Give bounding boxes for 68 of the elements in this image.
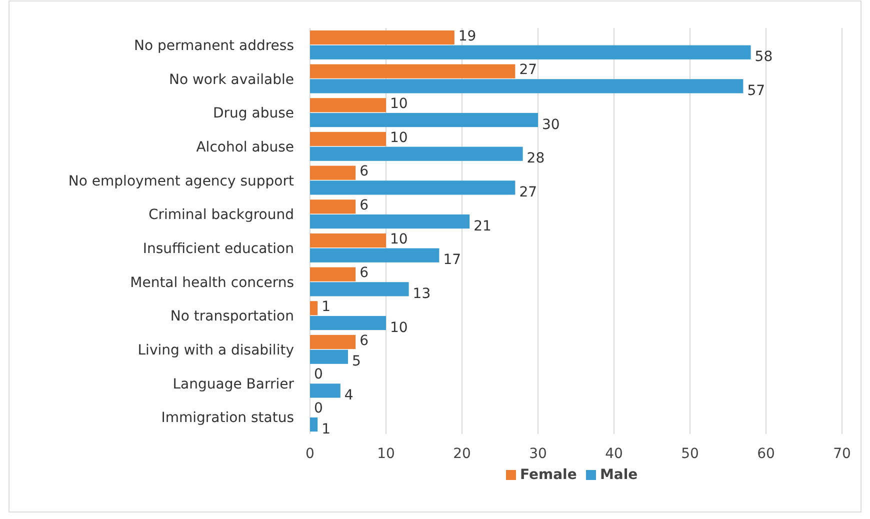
bar bbox=[310, 98, 386, 112]
data-label: 1 bbox=[322, 421, 331, 438]
data-label: 10 bbox=[390, 96, 408, 112]
x-tick-label: 60 bbox=[757, 446, 775, 462]
bar bbox=[310, 350, 348, 364]
y-tick-label: Criminal background bbox=[148, 207, 294, 224]
data-label: 17 bbox=[443, 252, 462, 268]
bar bbox=[310, 334, 356, 350]
y-tick-label: Alcohol abuse bbox=[196, 139, 294, 156]
x-tick-label: 0 bbox=[306, 446, 314, 462]
y-tick-label: No transportation bbox=[170, 308, 294, 325]
y-tick-label: Mental health concerns bbox=[130, 274, 294, 291]
bar bbox=[310, 200, 356, 214]
data-label: 6 bbox=[360, 332, 369, 349]
y-tick-label: Language Barrier bbox=[172, 376, 294, 392]
data-label: 27 bbox=[519, 184, 538, 201]
y-tick-label: No permanent address bbox=[134, 38, 294, 54]
bar bbox=[310, 384, 340, 398]
bar bbox=[310, 146, 523, 161]
y-tick-label: Insufficient education bbox=[142, 240, 294, 257]
data-label: 5 bbox=[352, 354, 361, 370]
data-label: 13 bbox=[412, 286, 431, 302]
data-label: 0 bbox=[314, 366, 323, 383]
data-label: 58 bbox=[754, 49, 773, 66]
bar bbox=[310, 64, 516, 78]
bar bbox=[310, 301, 318, 316]
bar bbox=[310, 180, 516, 195]
x-tick-label: 40 bbox=[605, 446, 623, 462]
data-label: 6 bbox=[360, 164, 369, 180]
bar bbox=[310, 132, 386, 146]
x-tick-label: 70 bbox=[833, 446, 851, 462]
x-tick-label: 50 bbox=[681, 446, 699, 462]
bar bbox=[310, 166, 356, 180]
y-tick-label: Drug abuse bbox=[213, 106, 294, 122]
data-label: 0 bbox=[314, 400, 323, 416]
data-label: 10 bbox=[390, 130, 408, 146]
bar bbox=[310, 30, 454, 45]
y-tick-label: Living with a disability bbox=[138, 342, 294, 358]
y-tick-label: No employment agency support bbox=[68, 173, 294, 190]
data-label: 1 bbox=[322, 298, 331, 315]
data-label: 4 bbox=[344, 388, 354, 404]
bar bbox=[310, 282, 409, 296]
bar bbox=[310, 79, 744, 94]
x-tick-label: 10 bbox=[377, 446, 395, 462]
data-label: 10 bbox=[390, 231, 408, 248]
data-label: 27 bbox=[519, 62, 538, 78]
data-label: 21 bbox=[474, 218, 492, 234]
bar bbox=[310, 267, 356, 282]
data-label: 28 bbox=[526, 150, 545, 167]
bar bbox=[310, 248, 440, 262]
legend-label: Female bbox=[520, 467, 577, 483]
bar bbox=[310, 45, 751, 60]
data-label: 30 bbox=[542, 116, 560, 133]
y-tick-label: Immigration status bbox=[161, 410, 294, 426]
bar bbox=[310, 233, 386, 248]
bar bbox=[310, 316, 386, 330]
data-label: 10 bbox=[390, 320, 408, 336]
bar bbox=[310, 214, 470, 229]
data-label: 6 bbox=[360, 265, 369, 282]
data-label: 6 bbox=[360, 197, 369, 214]
bar bbox=[310, 112, 538, 128]
y-tick-label: No work available bbox=[168, 72, 294, 88]
data-label: 19 bbox=[458, 28, 476, 44]
x-tick-label: 30 bbox=[529, 446, 547, 462]
bar bbox=[310, 417, 318, 432]
legend-label: Male bbox=[600, 467, 638, 483]
x-tick-label: 20 bbox=[453, 446, 471, 462]
data-label: 57 bbox=[747, 83, 766, 100]
